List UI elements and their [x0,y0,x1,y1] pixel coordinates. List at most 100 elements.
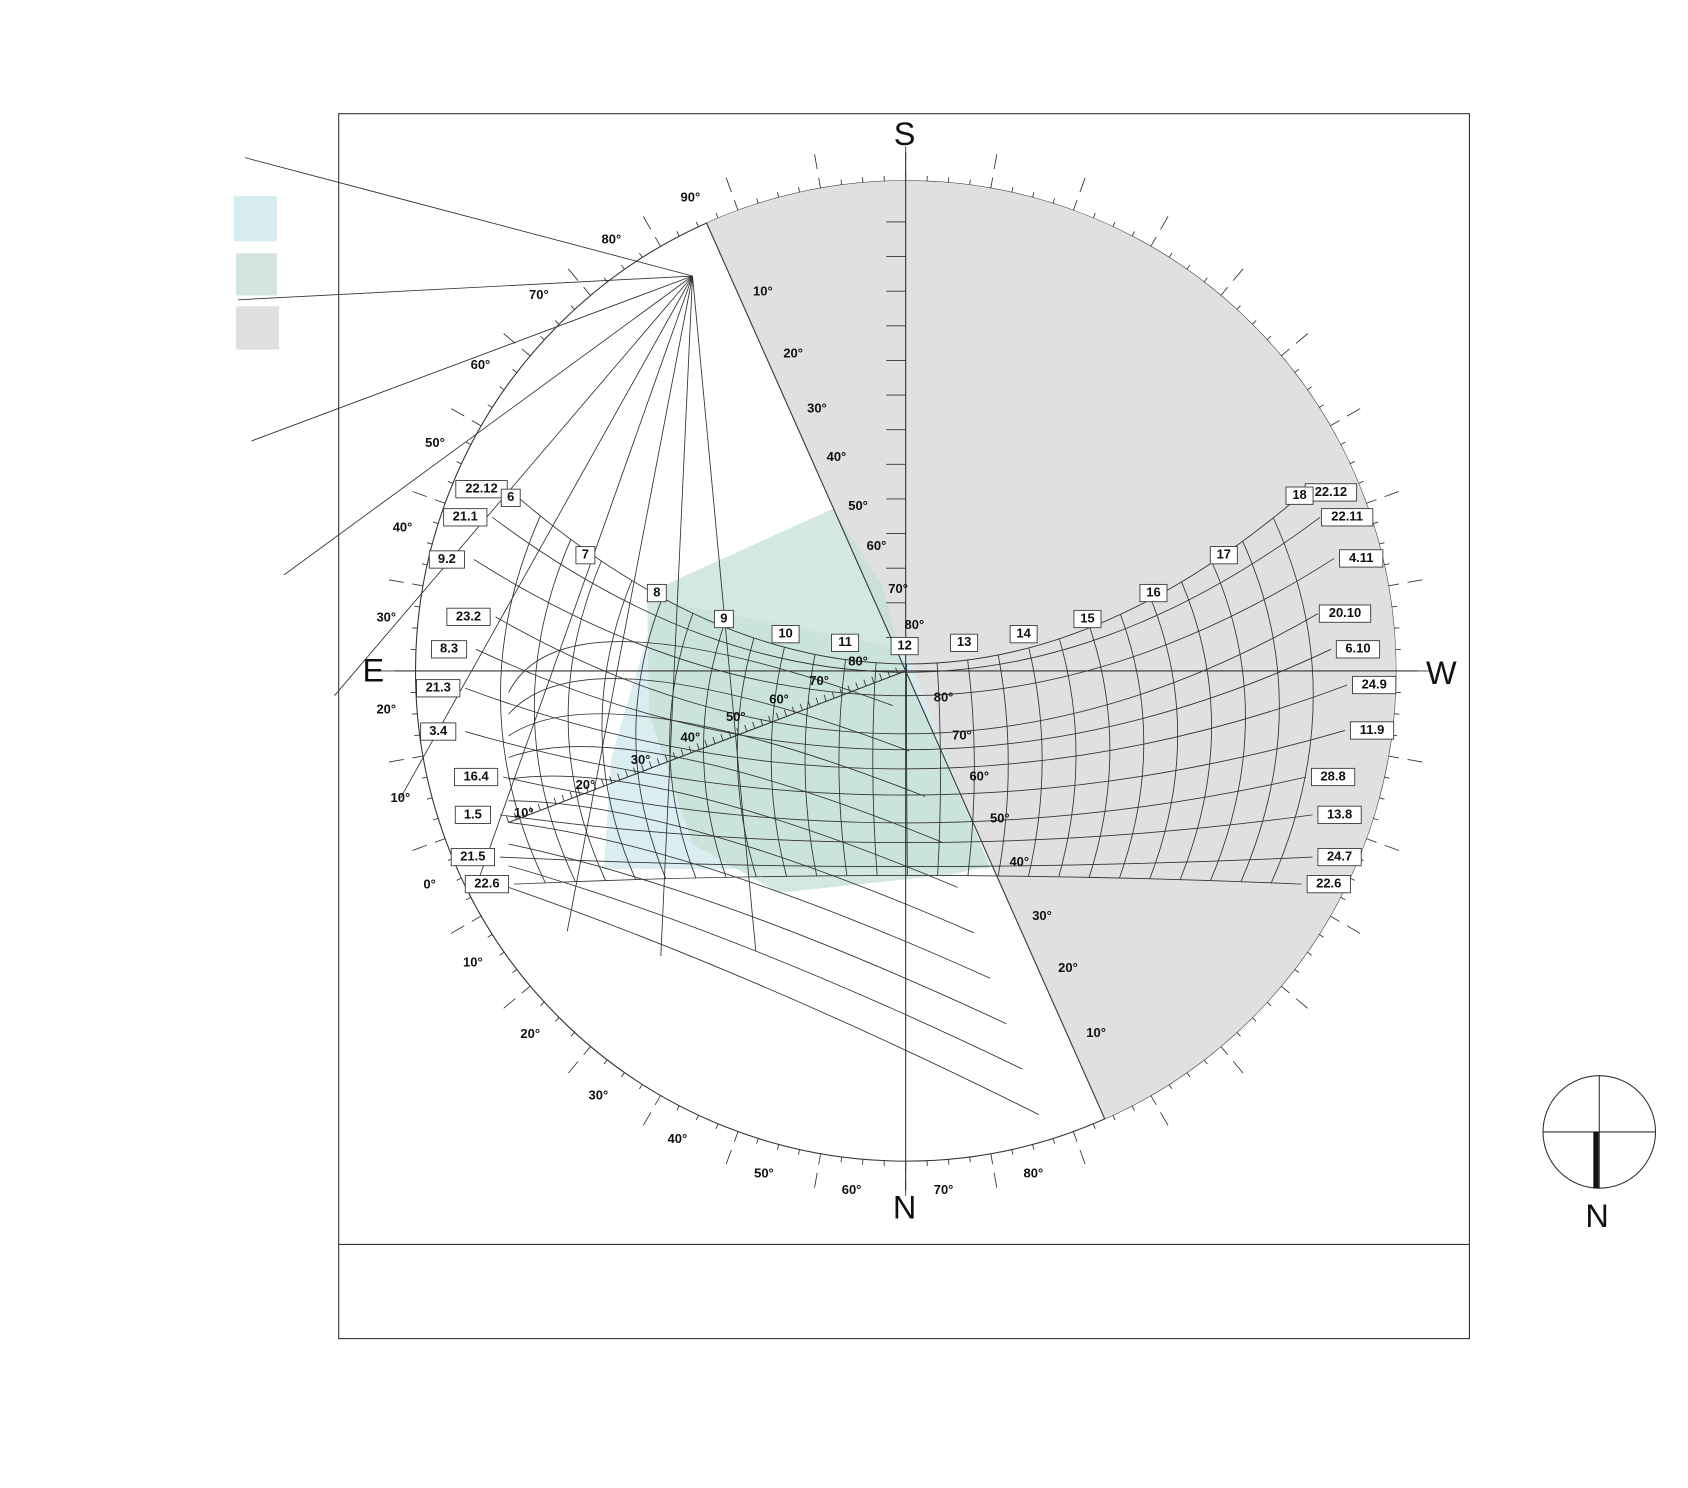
rim-angle-label: 50° [425,435,445,450]
date-label-right: 24.9 [1362,676,1387,691]
rim-tick [1366,838,1377,843]
rim-major-tick [725,177,732,193]
date-label-right: 6.10 [1345,641,1370,656]
protractor-tick [831,691,835,699]
rim-tick [1131,231,1135,237]
hour-label-box [1209,546,1238,565]
protractor-tick [609,776,613,784]
date-label-right-box [1339,549,1384,568]
hour-label-box [1073,609,1102,629]
mask-angle-label: 40° [827,449,847,464]
rim-tick [797,187,801,193]
hour-label: 11 [838,634,852,649]
rim-tick [1318,404,1324,408]
rim-tick [512,969,518,973]
north-arrow-label: N [1585,1198,1608,1234]
mask-fan-line [334,275,693,696]
hour-line [1058,638,1077,877]
rim-tick [1384,776,1390,779]
hour-line [500,515,546,883]
date-label-left: 3.4 [429,723,448,738]
protractor-tick [593,782,597,790]
mask-angle-label: 50° [848,498,868,513]
rim-major-tick [1232,1061,1244,1074]
mask-arc [508,886,1039,1115]
rim-tick [1391,605,1398,608]
rim-angle-label: 60° [471,357,491,372]
rim-angle-label: 60° [842,1182,862,1197]
hour-label: 14 [1016,626,1031,641]
rim-major-tick [1232,268,1244,281]
protractor-line [508,670,906,823]
mask-fan-line [251,275,693,442]
hour-label: 6 [507,489,514,504]
mask-fan-line [400,275,693,799]
rim-angle-label: 70° [934,1182,954,1197]
rim-tick [1358,480,1364,484]
rim-tick [990,1153,994,1165]
rim-tick [540,335,545,341]
rim-tick [1373,817,1379,821]
rim-major-tick [1079,1149,1086,1165]
protractor-tick [617,773,621,781]
rim-tick [797,1149,801,1155]
rim-tick [554,1017,560,1022]
date-label-left: 1.5 [464,806,482,821]
rim-tick [676,231,680,237]
rim-tick [1112,221,1116,227]
mask-arc [508,746,942,843]
date-label-left-box [446,607,491,626]
rim-tick [818,177,821,189]
mask-angle-label: 60° [969,768,989,783]
date-label-left-box [431,640,468,659]
rim-tick [1131,1105,1135,1111]
date-label-left-box [443,508,488,527]
protractor-tick [760,718,764,726]
date-label-right: 13.8 [1327,806,1352,821]
protractor-label: 80° [848,654,868,669]
rim-tick [1011,187,1014,193]
rim-angle-label: 30° [589,1088,609,1103]
rim-tick [1340,896,1346,901]
date-label-left: 8.3 [440,641,458,656]
rim-tick [432,817,439,821]
rim-tick [471,420,482,427]
mask-angle-label: 30° [1032,908,1052,923]
protractor-tick [768,715,772,723]
hour-label: 12 [897,637,911,652]
legend-swatch-blue [233,195,278,242]
rim-tick [1186,264,1191,270]
protractor-tick [823,694,827,702]
rim-tick [540,1001,545,1007]
protractor-tick [807,700,811,708]
hour-line [906,663,908,876]
rim-tick [1294,368,1300,373]
rim-tick [1052,1138,1056,1144]
protractor-tick [577,788,581,796]
rim-major-tick [642,216,652,230]
rim-major-tick [388,759,404,763]
date-label-right-box [1306,875,1351,894]
frame [338,113,1470,1340]
protractor-tick [696,743,700,750]
rim-tick [1236,1032,1241,1037]
protractor-tick [633,767,637,775]
rim-tick [676,1105,680,1111]
legend-swatch-gray [235,306,280,350]
rim-tick [1306,951,1312,956]
rim-tick [487,933,493,938]
rim-tick [1306,386,1312,391]
rim-tick [414,734,420,737]
rim-tick [603,1059,608,1065]
date-label-right: 22.6 [1316,876,1341,891]
rim-tick [715,1123,719,1129]
rim-tick [840,179,843,186]
rim-tick [733,1131,739,1142]
protractor-tick [680,749,684,756]
mask-angle-label: 20° [783,345,803,360]
hour-line [967,659,975,876]
rim-tick [499,951,505,956]
hour-label: 7 [582,547,589,562]
hour-label-box [1139,583,1168,603]
rim-tick [1203,277,1208,283]
